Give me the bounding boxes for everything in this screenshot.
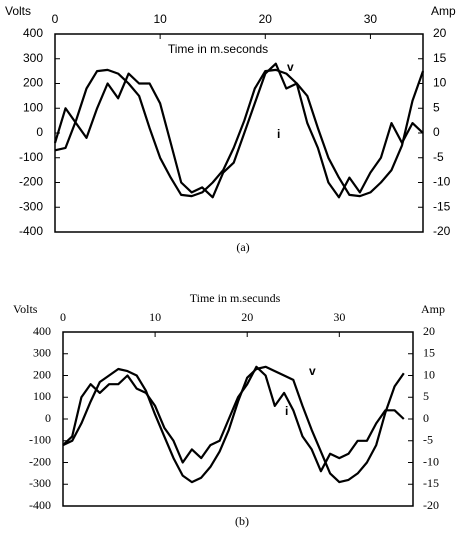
y-tick-label: 400 — [23, 26, 43, 40]
caption: (b) — [235, 514, 249, 528]
x-tick-label: 30 — [333, 310, 345, 324]
y-tick-label: -300 — [29, 476, 51, 490]
y-tick-label: 100 — [23, 100, 43, 114]
y2-tick-label: 10 — [423, 367, 435, 381]
y2-tick-label: -15 — [433, 199, 451, 213]
x-tick-label: 10 — [149, 310, 161, 324]
y2-tick-label: 20 — [423, 324, 435, 338]
y2-tick-label: 15 — [433, 51, 447, 65]
y-axis-label: Volts — [13, 302, 38, 316]
series-label: v — [287, 60, 294, 74]
x-tick-label: 20 — [259, 12, 273, 26]
y2-tick-label: -10 — [433, 175, 451, 189]
y2-axis-label: Amp — [421, 302, 445, 316]
series-line — [62, 365, 405, 484]
y-tick-label: 200 — [23, 76, 43, 90]
plot-frame — [62, 331, 414, 507]
x-tick-label: 10 — [153, 12, 167, 26]
y-tick-label: -200 — [19, 175, 43, 189]
y-tick-label: 300 — [23, 51, 43, 65]
caption: (a) — [236, 240, 249, 254]
x-tick-label: 0 — [60, 310, 66, 324]
series-line — [54, 68, 425, 198]
x-tick-label: 0 — [52, 12, 59, 26]
y-tick-label: 100 — [33, 389, 51, 403]
y-tick-label: -400 — [19, 224, 43, 238]
y2-tick-label: 0 — [433, 125, 440, 139]
y2-tick-label: -20 — [433, 224, 451, 238]
series-line — [53, 62, 424, 199]
y-tick-label: 0 — [45, 411, 51, 425]
y-tick-label: 200 — [33, 367, 51, 381]
y-tick-label: -300 — [19, 199, 43, 213]
y2-tick-label: -10 — [423, 454, 439, 468]
y2-tick-label: 5 — [433, 100, 440, 114]
series-label: i — [277, 127, 280, 141]
x-tick-label: 20 — [241, 310, 253, 324]
x-tick-label: 30 — [364, 12, 378, 26]
y2-tick-label: 20 — [433, 26, 447, 40]
series-label: v — [309, 364, 316, 378]
y2-tick-label: 5 — [423, 389, 429, 403]
y-tick-label: 300 — [33, 346, 51, 360]
series-line — [62, 365, 405, 473]
y2-tick-label: -15 — [423, 476, 439, 490]
y2-tick-label: 15 — [423, 346, 435, 360]
y2-tick-label: -5 — [423, 433, 433, 447]
y2-tick-label: 10 — [433, 76, 447, 90]
y2-tick-label: -20 — [423, 498, 439, 512]
y-tick-label: -100 — [29, 433, 51, 447]
y2-tick-label: -5 — [433, 150, 444, 164]
y-tick-label: 0 — [36, 125, 43, 139]
y-tick-label: -100 — [19, 150, 43, 164]
series-label: i — [285, 404, 288, 418]
y-tick-label: -400 — [29, 498, 51, 512]
y-tick-label: -200 — [29, 454, 51, 468]
axis-title: Time in m.seconds — [168, 42, 268, 56]
y2-axis-label: Amp — [431, 4, 456, 18]
y-axis-label: Volts — [5, 4, 31, 18]
axis-title: Time in m.secunds — [190, 291, 281, 305]
y2-tick-label: 0 — [423, 411, 429, 425]
y-tick-label: 400 — [33, 324, 51, 338]
